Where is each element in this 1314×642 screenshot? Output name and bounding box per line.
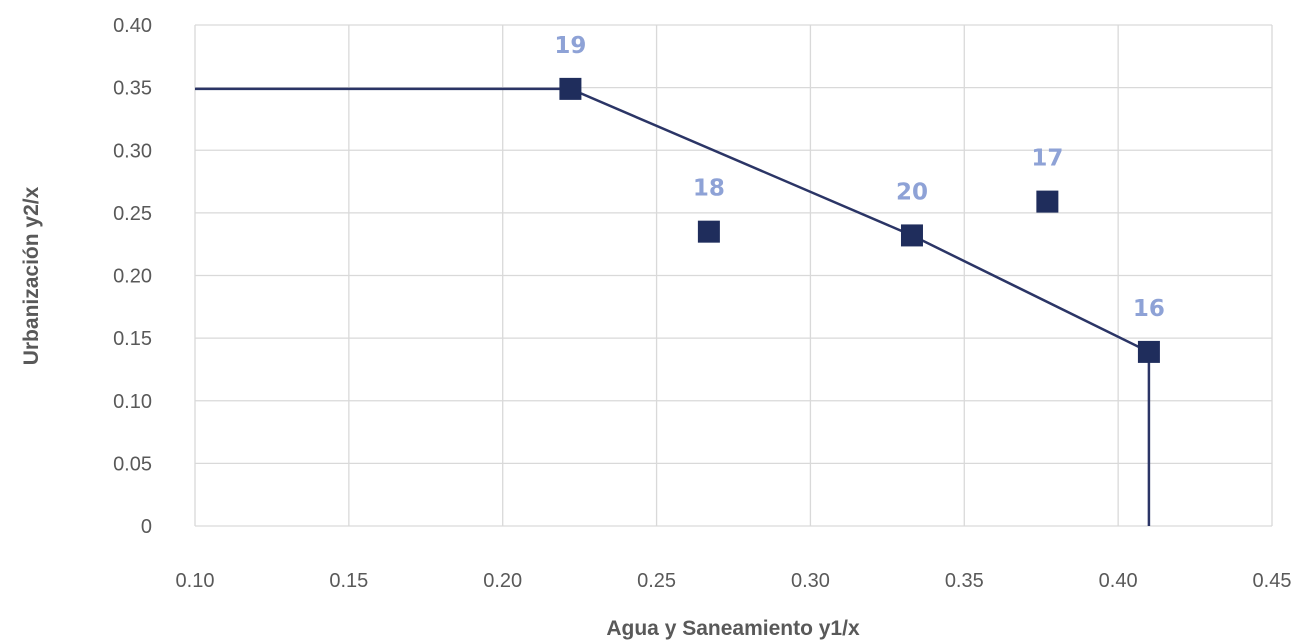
x-tick-label: 0.45: [1253, 570, 1292, 592]
data-label-17: 17: [1031, 146, 1063, 172]
data-label-16: 16: [1133, 296, 1165, 322]
x-tick-label: 0.20: [483, 570, 522, 592]
frontier-line: [195, 87, 1151, 526]
y-tick-label: 0.15: [113, 328, 152, 350]
data-point-17: [1036, 190, 1059, 213]
x-tick-label: 0.35: [945, 570, 984, 592]
y-tick-label: 0.05: [113, 453, 152, 475]
y-tick-label: 0.10: [113, 391, 152, 413]
x-tick-labels: 0.10 0.15 0.20 0.25 0.30 0.35 0.40 0.45: [176, 570, 1292, 592]
x-tick-label: 0.10: [176, 570, 215, 592]
x-axis-title: Agua y Saneamiento y1/x: [606, 617, 860, 640]
x-tick-label: 0.40: [1099, 570, 1138, 592]
x-tick-label: 0.15: [329, 570, 368, 592]
data-label-20: 20: [896, 179, 928, 205]
data-point-19: [559, 77, 582, 100]
x-tick-label: 0.30: [791, 570, 830, 592]
grid: [194, 24, 1273, 527]
x-tick-label: 0.25: [637, 570, 676, 592]
data-label-18: 18: [693, 176, 725, 202]
y-tick-label: 0.20: [113, 266, 152, 288]
data-label-19: 19: [554, 33, 586, 59]
frontier-layer: [195, 87, 1151, 526]
y-axis-title: Urbanización y2/x: [20, 186, 43, 365]
data-point-16: [1137, 340, 1160, 363]
points-layer: 19 18 20 17 16: [554, 33, 1165, 363]
y-tick-label: 0.35: [113, 78, 152, 100]
y-tick-label: 0.40: [113, 15, 152, 37]
y-tick-labels: 0 0.05 0.10 0.15 0.20 0.25 0.30 0.35 0.40: [113, 15, 152, 538]
y-tick-label: 0.30: [113, 140, 152, 162]
data-point-18: [697, 220, 720, 243]
y-tick-label: 0.25: [113, 203, 152, 225]
y-tick-label: 0: [141, 516, 152, 538]
data-point-20: [900, 224, 923, 247]
